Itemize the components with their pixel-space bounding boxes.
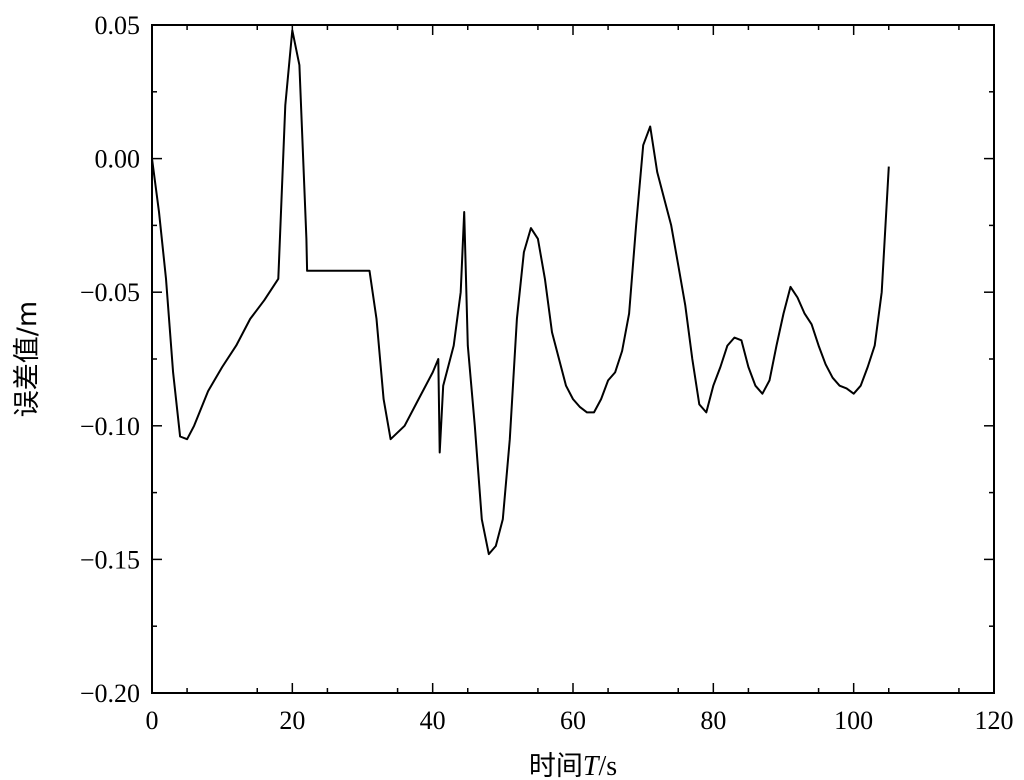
y-tick-label: −0.05 — [80, 278, 140, 307]
axis-ticks — [151, 24, 995, 694]
plot-frame — [151, 24, 995, 694]
y-tick-label: 0.05 — [95, 11, 141, 40]
x-tick-label: 40 — [420, 706, 446, 735]
x-tick-label: 20 — [279, 706, 305, 735]
series-line — [151, 29, 890, 556]
x-axis-title-unit: /s — [598, 751, 617, 780]
x-tick-label: 60 — [560, 706, 586, 735]
y-tick-label: 0.00 — [95, 145, 141, 174]
x-axis-title-symbol: T — [583, 751, 601, 780]
x-axis-title: 时间T/s — [529, 751, 617, 780]
y-tick-label: −0.10 — [80, 412, 140, 441]
x-axis-title-prefix: 时间 — [529, 751, 583, 780]
x-tick-label: 100 — [834, 706, 873, 735]
y-tick-label: −0.20 — [80, 679, 140, 708]
y-axis-title: 误差值/m — [12, 301, 43, 417]
axis-tick-labels: 0 20 40 60 80 100 120 0.05 0.00 −0.05 −0.10 −0.15 −0… — [80, 11, 1014, 735]
x-tick-label: 80 — [700, 706, 726, 735]
y-tick-label: −0.15 — [80, 545, 140, 574]
x-tick-label: 0 — [146, 706, 159, 735]
x-tick-label: 120 — [975, 706, 1014, 735]
